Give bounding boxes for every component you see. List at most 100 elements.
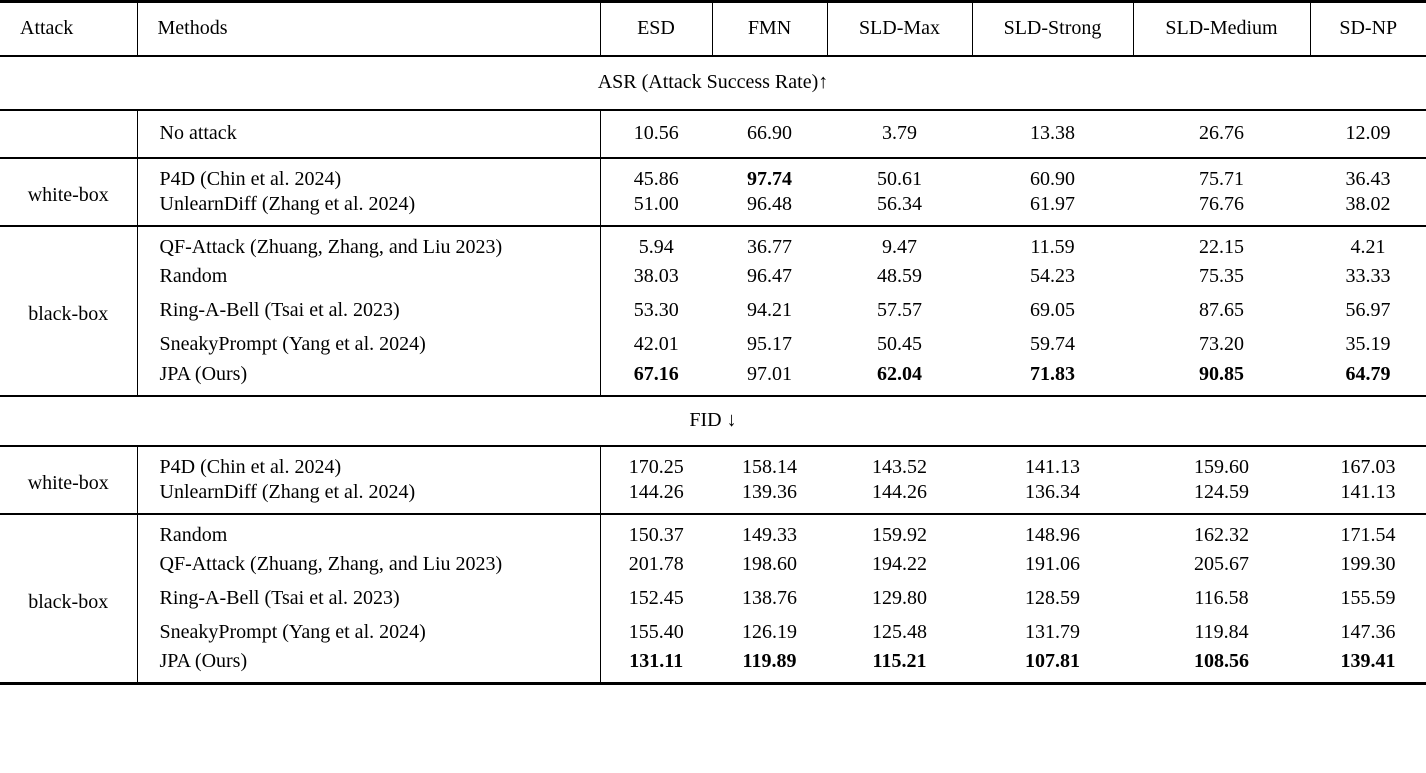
value-cell: 138.76	[742, 587, 797, 609]
table-row: Ring-A-Bell (Tsai et al. 2023) 53.30 94.…	[0, 293, 1426, 328]
value-cell: 199.30	[1340, 553, 1396, 575]
value-cell: 155.59	[1340, 587, 1396, 609]
value-cell: 158.14	[712, 444, 827, 480]
value-cell: 90.85	[1199, 362, 1244, 385]
value-cell: 9.47	[827, 224, 972, 260]
table-row: SneakyPrompt (Yang et al. 2024) 155.40 1…	[0, 615, 1426, 650]
column-header-sld-medium: SLD-Medium	[1133, 1, 1311, 56]
value-cell: 54.23	[1030, 265, 1075, 287]
column-header-sld-max: SLD-Max	[827, 1, 973, 56]
method-cell: QF-Attack (Zhuang, Zhang, and Liu 2023)	[137, 547, 601, 582]
value-cell: 22.15	[1133, 224, 1310, 260]
method-cell: Random	[137, 512, 601, 548]
value-cell: 128.59	[1025, 587, 1080, 609]
value-cell: 107.81	[1025, 650, 1080, 673]
value-cell: 152.45	[628, 587, 684, 609]
value-cell: 75.71	[1133, 156, 1310, 192]
value-cell: 125.48	[872, 621, 927, 643]
value-cell: 4.21	[1310, 224, 1426, 260]
table-row: JPA (Ours) 131.11 119.89 115.21 107.81 1…	[0, 649, 1426, 684]
method-cell: SneakyPrompt (Yang et al. 2024)	[137, 615, 601, 650]
table-row: UnlearnDiff (Zhang et al. 2024) 144.26 1…	[0, 479, 1426, 514]
value-cell: 131.11	[629, 650, 684, 673]
table-row: black-box Random 150.37 149.33 159.92 14…	[0, 512, 1426, 684]
table-row: Random 38.03 96.47 48.59 54.23 75.35 33.…	[0, 259, 1426, 294]
value-cell: 97.01	[747, 362, 792, 385]
value-cell: 96.47	[747, 265, 792, 287]
value-cell: 167.03	[1310, 444, 1426, 480]
value-cell: 67.16	[633, 362, 679, 385]
value-cell: 60.90	[972, 156, 1133, 192]
value-cell: 76.76	[1199, 192, 1244, 215]
value-cell: 11.59	[972, 224, 1133, 260]
value-cell: 3.79	[827, 108, 972, 158]
attack-group-label-white-box: white-box	[0, 444, 138, 514]
value-cell: 119.84	[1194, 621, 1249, 643]
value-cell: 126.19	[742, 621, 797, 643]
value-cell: 71.83	[1030, 362, 1075, 385]
value-cell: 141.13	[1340, 480, 1396, 503]
table-row: black-box QF-Attack (Zhuang, Zhang, and …	[0, 224, 1426, 396]
column-header-sd-np: SD-NP	[1339, 17, 1398, 40]
value-cell: 53.30	[633, 299, 679, 321]
value-cell: 194.22	[872, 553, 927, 575]
value-cell: 56.97	[1345, 299, 1391, 321]
value-cell: 148.96	[972, 512, 1133, 548]
value-cell: 198.60	[742, 553, 797, 575]
table-row: Ring-A-Bell (Tsai et al. 2023) 152.45 13…	[0, 581, 1426, 616]
value-cell: 64.79	[1345, 362, 1391, 385]
value-cell: 50.61	[827, 156, 972, 192]
value-cell: 36.43	[1310, 156, 1426, 192]
method-cell: QF-Attack (Zhuang, Zhang, and Liu 2023)	[137, 224, 601, 260]
column-header-sld-strong: SLD-Strong	[972, 1, 1134, 56]
column-header-fmn: FMN	[712, 1, 828, 56]
value-cell: 170.25	[600, 444, 712, 480]
value-cell: 33.33	[1345, 265, 1391, 287]
value-cell: 95.17	[747, 333, 792, 355]
method-cell: UnlearnDiff (Zhang et al. 2024)	[137, 191, 601, 226]
table-row: No attack 10.56 66.90 3.79 13.38 26.76 1…	[0, 108, 1426, 158]
table-row: QF-Attack (Zhuang, Zhang, and Liu 2023) …	[0, 547, 1426, 582]
value-cell: 115.21	[872, 650, 927, 673]
value-cell: 119.89	[742, 650, 797, 673]
value-cell: 147.36	[1340, 621, 1396, 643]
method-cell: Ring-A-Bell (Tsai et al. 2023)	[137, 293, 601, 328]
table-row: white-box P4D (Chin et al. 2024) 45.86 9…	[0, 156, 1426, 226]
value-cell: 205.67	[1194, 553, 1249, 575]
value-cell: 116.58	[1194, 587, 1249, 609]
value-cell: 87.65	[1199, 299, 1244, 321]
value-cell: 12.09	[1310, 108, 1426, 158]
value-cell: 66.90	[712, 108, 827, 158]
method-cell: No attack	[137, 108, 601, 158]
value-cell: 97.74	[712, 156, 827, 192]
value-cell: 171.54	[1310, 512, 1426, 548]
value-cell: 45.86	[600, 156, 712, 192]
value-cell: 144.26	[628, 480, 684, 503]
value-cell: 5.94	[600, 224, 712, 260]
value-cell: 143.52	[827, 444, 972, 480]
results-table: Attack Methods ESD FMN SLD-Max SLD-Stron…	[0, 0, 1426, 685]
value-cell: 36.77	[712, 224, 827, 260]
section-title-row-fid: FID ↓	[0, 394, 1426, 446]
value-cell: 149.33	[712, 512, 827, 548]
method-cell: SneakyPrompt (Yang et al. 2024)	[137, 327, 601, 362]
table-row: white-box P4D (Chin et al. 2024) 170.25 …	[0, 444, 1426, 514]
value-cell: 159.92	[827, 512, 972, 548]
value-cell: 26.76	[1133, 108, 1310, 158]
method-cell: Random	[137, 259, 601, 294]
method-cell: P4D (Chin et al. 2024)	[137, 156, 601, 192]
value-cell: 50.45	[877, 333, 922, 355]
value-cell: 131.79	[1025, 621, 1080, 643]
value-cell: 108.56	[1194, 650, 1249, 673]
value-cell: 61.97	[1030, 192, 1075, 215]
attack-group-label-black-box: black-box	[0, 224, 138, 396]
value-cell: 94.21	[747, 299, 792, 321]
value-cell: 10.56	[600, 108, 712, 158]
value-cell: 62.04	[877, 362, 922, 385]
method-cell: UnlearnDiff (Zhang et al. 2024)	[137, 479, 601, 514]
column-header-esd: ESD	[600, 1, 713, 56]
value-cell: 136.34	[1025, 480, 1080, 503]
table-row: UnlearnDiff (Zhang et al. 2024) 51.00 96…	[0, 191, 1426, 226]
value-cell: 150.37	[600, 512, 712, 548]
table-row: JPA (Ours) 67.16 97.01 62.04 71.83 90.85…	[0, 361, 1426, 396]
